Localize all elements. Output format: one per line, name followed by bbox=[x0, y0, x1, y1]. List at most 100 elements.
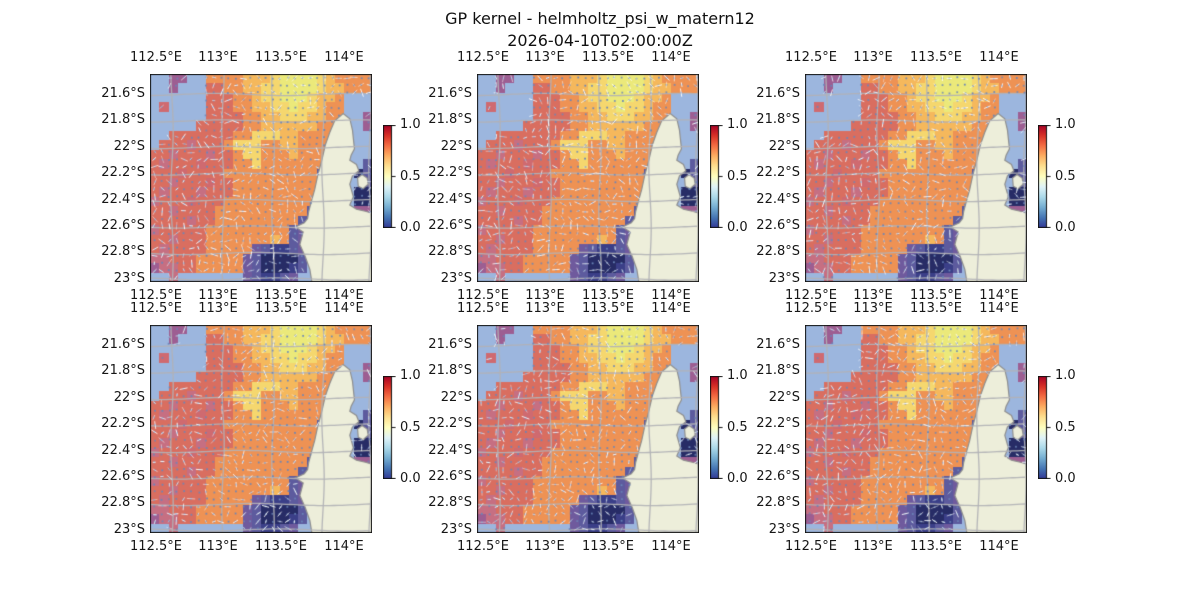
x-tick-label-bottom: 113°E bbox=[525, 539, 565, 554]
x-tick-label-bottom: 113.5°E bbox=[910, 288, 962, 303]
x-tick-label-top: 113.5°E bbox=[910, 301, 962, 316]
y-tick-label: 23°S bbox=[440, 521, 472, 537]
x-tick-label-top: 112.5°E bbox=[130, 50, 182, 65]
x-tick-label-bottom: 114°E bbox=[979, 288, 1019, 303]
x-tick-label-top: 114°E bbox=[979, 50, 1019, 65]
x-tick-label-bottom: 112.5°E bbox=[457, 539, 509, 554]
figure-title: GP kernel - helmholtz_psi_w_matern12 bbox=[445, 9, 755, 28]
y-tick-label: 21.8°S bbox=[428, 363, 472, 379]
y-tick-label: 22.4°S bbox=[428, 191, 472, 207]
colorbar-tick-label: 0.0 bbox=[1055, 220, 1076, 235]
x-tick-label-bottom: 112.5°E bbox=[130, 539, 182, 554]
x-tick-label-bottom: 114°E bbox=[324, 288, 364, 303]
x-tick-label-top: 112.5°E bbox=[785, 301, 837, 316]
y-tick-label: 22.8°S bbox=[428, 495, 472, 511]
colorbar-tick-label: 0.0 bbox=[727, 220, 748, 235]
colorbar-tick-label: 0.0 bbox=[727, 471, 748, 486]
y-tick-label: 22°S bbox=[768, 138, 800, 154]
y-tick-label: 21.8°S bbox=[101, 112, 145, 128]
x-tick-label-bottom: 113°E bbox=[853, 539, 893, 554]
colorbar-panel-6 bbox=[1038, 376, 1051, 479]
x-tick-label-top: 112.5°E bbox=[130, 301, 182, 316]
colorbar-tick-label: 1.0 bbox=[1055, 117, 1076, 132]
x-tick-label-bottom: 113°E bbox=[525, 288, 565, 303]
y-tick-label: 21.6°S bbox=[756, 86, 800, 101]
x-tick-label-top: 113°E bbox=[525, 50, 565, 65]
x-tick-label-bottom: 114°E bbox=[979, 539, 1019, 554]
y-tick-label: 22.8°S bbox=[428, 244, 472, 260]
x-tick-label-bottom: 112.5°E bbox=[785, 539, 837, 554]
x-tick-label-top: 112.5°E bbox=[457, 50, 509, 65]
x-tick-label-bottom: 114°E bbox=[651, 539, 691, 554]
y-tick-label: 22.6°S bbox=[101, 218, 145, 233]
x-tick-label-bottom: 113.5°E bbox=[255, 288, 307, 303]
x-tick-label-top: 113°E bbox=[853, 50, 893, 65]
y-tick-label: 23°S bbox=[113, 521, 145, 537]
y-tick-label: 22.4°S bbox=[756, 442, 800, 458]
y-tick-label: 23°S bbox=[113, 270, 145, 286]
colorbar-panel-3 bbox=[1038, 125, 1051, 228]
x-tick-label-top: 114°E bbox=[651, 50, 691, 65]
y-tick-label: 22.8°S bbox=[756, 244, 800, 260]
y-tick-label: 22.2°S bbox=[101, 165, 145, 181]
y-tick-label: 22.2°S bbox=[428, 165, 472, 181]
y-tick-label: 21.6°S bbox=[756, 337, 800, 352]
x-tick-label-top: 113°E bbox=[198, 301, 238, 316]
x-tick-label-top: 114°E bbox=[324, 50, 364, 65]
x-tick-label-bottom: 113°E bbox=[198, 288, 238, 303]
x-tick-label-bottom: 113°E bbox=[198, 539, 238, 554]
y-tick-label: 22.2°S bbox=[756, 416, 800, 432]
x-tick-label-top: 113°E bbox=[198, 50, 238, 65]
colorbar-tick-label: 1.0 bbox=[1055, 368, 1076, 383]
x-tick-label-top: 113.5°E bbox=[255, 50, 307, 65]
y-tick-label: 22.4°S bbox=[428, 442, 472, 458]
colorbar-panel-1 bbox=[383, 125, 396, 228]
x-tick-label-bottom: 112.5°E bbox=[785, 288, 837, 303]
colorbar-tick-label: 0.5 bbox=[1055, 168, 1076, 184]
y-tick-label: 22.8°S bbox=[101, 244, 145, 260]
y-tick-label: 22°S bbox=[768, 389, 800, 405]
x-tick-label-top: 114°E bbox=[324, 301, 364, 316]
y-tick-label: 21.6°S bbox=[428, 86, 472, 101]
x-tick-label-bottom: 112.5°E bbox=[457, 288, 509, 303]
y-tick-label: 21.6°S bbox=[101, 337, 145, 352]
y-tick-label: 22.6°S bbox=[428, 469, 472, 484]
colorbar-tick-label: 1.0 bbox=[400, 117, 421, 132]
y-tick-label: 22°S bbox=[440, 138, 472, 154]
y-tick-label: 22.6°S bbox=[756, 469, 800, 484]
map-canvas-panel-5 bbox=[477, 325, 699, 533]
colorbar-tick-label: 0.0 bbox=[400, 220, 421, 235]
y-tick-label: 22°S bbox=[113, 389, 145, 405]
y-tick-label: 22.2°S bbox=[101, 416, 145, 432]
y-tick-label: 22.6°S bbox=[101, 469, 145, 484]
map-canvas-panel-1 bbox=[150, 74, 372, 282]
y-tick-label: 21.8°S bbox=[756, 363, 800, 379]
map-canvas-panel-2 bbox=[477, 74, 699, 282]
x-tick-label-top: 114°E bbox=[651, 301, 691, 316]
x-tick-label-top: 113.5°E bbox=[910, 50, 962, 65]
colorbar-tick-label: 0.5 bbox=[727, 419, 748, 435]
x-tick-label-bottom: 113.5°E bbox=[255, 539, 307, 554]
y-tick-label: 22°S bbox=[113, 138, 145, 154]
colorbar-tick-label: 0.0 bbox=[1055, 471, 1076, 486]
x-tick-label-bottom: 112.5°E bbox=[130, 288, 182, 303]
x-tick-label-bottom: 113.5°E bbox=[910, 539, 962, 554]
colorbar-tick-label: 1.0 bbox=[727, 117, 748, 132]
colorbar-tick-label: 0.5 bbox=[727, 168, 748, 184]
map-canvas-panel-3 bbox=[805, 74, 1027, 282]
x-tick-label-bottom: 114°E bbox=[324, 539, 364, 554]
colorbar-panel-5 bbox=[710, 376, 723, 479]
x-tick-label-bottom: 113.5°E bbox=[582, 288, 634, 303]
colorbar-tick-label: 1.0 bbox=[400, 368, 421, 383]
y-tick-label: 21.8°S bbox=[428, 112, 472, 128]
colorbar-panel-2 bbox=[710, 125, 723, 228]
x-tick-label-top: 113.5°E bbox=[582, 50, 634, 65]
colorbar-tick-label: 0.5 bbox=[400, 168, 421, 184]
x-tick-label-top: 112.5°E bbox=[785, 50, 837, 65]
x-tick-label-top: 113.5°E bbox=[255, 301, 307, 316]
y-tick-label: 22.4°S bbox=[101, 191, 145, 207]
y-tick-label: 22.4°S bbox=[101, 442, 145, 458]
y-tick-label: 21.8°S bbox=[756, 112, 800, 128]
y-tick-label: 22°S bbox=[440, 389, 472, 405]
